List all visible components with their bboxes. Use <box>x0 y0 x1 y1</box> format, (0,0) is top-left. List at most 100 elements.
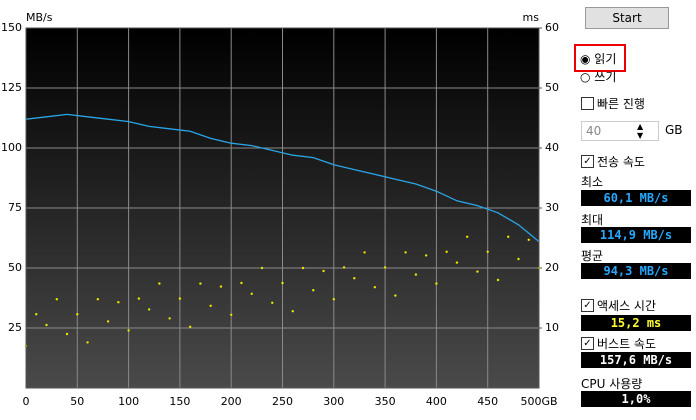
y2-tick-label: 60 <box>545 21 559 34</box>
access-point <box>86 341 89 344</box>
access-point <box>404 251 407 254</box>
access-point <box>445 250 448 253</box>
access-point <box>424 254 428 257</box>
access-point <box>76 313 79 316</box>
access-point <box>127 329 130 332</box>
x-tick-label: 0 <box>23 395 30 408</box>
y2-tick-label: 40 <box>545 141 559 154</box>
access-point <box>435 282 438 285</box>
x-tick-label: 50 <box>70 395 84 408</box>
x-tick-label: 350 <box>375 395 396 408</box>
avg-label: 평균 <box>581 249 604 263</box>
access-point <box>486 250 489 253</box>
access-point <box>281 281 284 285</box>
access-point <box>168 317 171 320</box>
x-tick-label: 250 <box>272 395 293 408</box>
access-point <box>158 282 161 285</box>
x-tick-label: 100 <box>118 395 139 408</box>
y2-tick-label: 50 <box>545 81 559 94</box>
access-point <box>45 323 48 327</box>
y-tick-label: 125 <box>1 81 22 94</box>
access-point <box>301 266 305 270</box>
access-point <box>507 235 510 238</box>
access-point <box>322 269 325 273</box>
y-tick-label: 50 <box>8 261 22 274</box>
access-point <box>527 238 530 241</box>
access-point <box>394 294 397 297</box>
access-point <box>137 297 141 300</box>
avg-value: 94,3 MB/s <box>581 263 691 279</box>
transfer-label: 전송 속도 <box>597 155 645 169</box>
access-point <box>373 286 377 289</box>
x-tick-label: 400 <box>426 395 447 408</box>
access-label: 액세스 시간 <box>597 299 657 313</box>
access-point <box>106 320 110 323</box>
access-point <box>476 270 479 273</box>
size-input[interactable]: 40 <box>581 121 659 141</box>
highlight-box <box>574 44 626 72</box>
access-value: 15,2 ms <box>581 315 691 331</box>
access-point <box>250 292 253 295</box>
access-point <box>260 266 264 270</box>
access-point <box>271 301 274 304</box>
x-tick-label: 300 <box>323 395 344 408</box>
access-point <box>455 261 459 264</box>
access-point <box>332 298 335 301</box>
access-point <box>117 301 120 304</box>
min-label: 최소 <box>581 175 604 189</box>
chart: MB/s ms 0 50 100 150 200 250 300 350 400 450 500GB… <box>1 11 559 408</box>
access-point <box>312 289 315 292</box>
y2-tick-label: 20 <box>545 261 559 274</box>
access-point <box>414 273 418 276</box>
access-point <box>65 332 69 336</box>
transfer-line <box>25 113 540 243</box>
access-point <box>178 297 182 300</box>
burst-value: 157,6 MB/s <box>581 352 691 368</box>
transfer-checkbox[interactable]: ✓ <box>581 155 594 168</box>
access-point <box>219 285 223 288</box>
access-point <box>342 266 346 269</box>
min-value: 60,1 MB/s <box>581 190 691 206</box>
y-tick-label: 25 <box>8 321 22 334</box>
access-point <box>230 313 233 316</box>
read-radio[interactable]: ◉ 읽기 <box>580 52 617 66</box>
access-point <box>465 235 469 238</box>
cpu-value: 1,0% <box>581 391 691 407</box>
cpu-label: CPU 사용량 <box>581 377 643 391</box>
plot-border <box>25 27 540 389</box>
quick-checkbox[interactable] <box>581 97 594 110</box>
access-point <box>383 266 387 269</box>
label: 쓰기 <box>594 70 617 84</box>
access-point <box>209 304 212 307</box>
access-point <box>199 282 202 285</box>
access-point <box>496 278 500 282</box>
access-point <box>35 313 38 316</box>
access-point <box>188 325 192 328</box>
start-button[interactable]: Start <box>585 7 669 29</box>
y-axis-label: MB/s <box>26 11 53 24</box>
y-tick-label: 100 <box>1 141 22 154</box>
access-checkbox[interactable]: ✓ <box>581 299 594 312</box>
y2-tick-label: 30 <box>545 201 559 214</box>
access-point <box>291 310 294 313</box>
access-point <box>517 257 520 261</box>
max-label: 최대 <box>581 213 604 227</box>
access-point <box>240 281 243 285</box>
burst-label: 버스트 속도 <box>597 337 657 351</box>
access-point <box>55 298 58 301</box>
x-tick-label: 450 <box>477 395 498 408</box>
write-radio[interactable]: ○ 쓰기 <box>580 70 617 84</box>
x-tick-label: 200 <box>221 395 242 408</box>
size-unit: GB <box>665 123 683 137</box>
y-tick-label: 75 <box>8 201 22 214</box>
access-point <box>353 277 356 280</box>
y2-axis-label: ms <box>523 11 540 24</box>
x-tick-label: 500GB <box>520 395 557 408</box>
access-point <box>96 298 100 301</box>
burst-checkbox[interactable]: ✓ <box>581 337 594 350</box>
spinner[interactable]: ▲ ▼ <box>637 122 644 140</box>
x-tick-label: 150 <box>169 395 190 408</box>
max-value: 114,9 MB/s <box>581 227 691 243</box>
y2-tick-label: 10 <box>545 321 559 334</box>
